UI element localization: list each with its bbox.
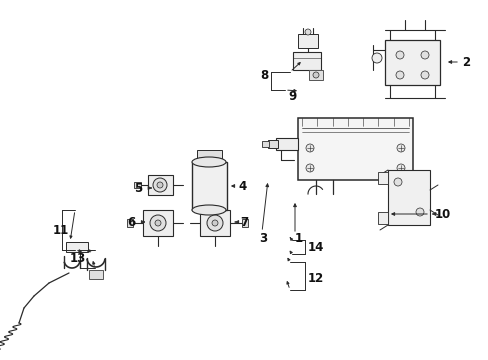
- Circle shape: [415, 208, 423, 216]
- Bar: [192, 162, 226, 210]
- Bar: [387, 170, 429, 225]
- Circle shape: [420, 51, 428, 59]
- Bar: [197, 150, 222, 162]
- Bar: [134, 182, 141, 188]
- Circle shape: [371, 53, 381, 63]
- Circle shape: [305, 164, 313, 172]
- Text: 1: 1: [294, 231, 303, 244]
- Text: 7: 7: [240, 216, 247, 229]
- Circle shape: [395, 71, 403, 79]
- Bar: [66, 242, 88, 252]
- Text: 14: 14: [307, 240, 324, 253]
- Circle shape: [312, 72, 318, 78]
- Text: 11: 11: [53, 224, 69, 237]
- Bar: [262, 141, 268, 147]
- Circle shape: [157, 182, 163, 188]
- Text: 8: 8: [260, 68, 268, 81]
- Bar: [89, 270, 103, 279]
- Circle shape: [155, 220, 161, 226]
- Bar: [275, 138, 297, 150]
- Text: 12: 12: [307, 271, 324, 284]
- Bar: [292, 52, 320, 70]
- Circle shape: [396, 144, 404, 152]
- Circle shape: [393, 178, 401, 186]
- Text: 2: 2: [461, 55, 469, 68]
- Circle shape: [153, 178, 167, 192]
- Ellipse shape: [192, 157, 225, 167]
- Bar: [127, 219, 133, 227]
- Circle shape: [420, 71, 428, 79]
- Circle shape: [206, 215, 223, 231]
- Bar: [200, 210, 229, 236]
- Circle shape: [305, 29, 310, 35]
- Text: 3: 3: [259, 231, 266, 244]
- Circle shape: [396, 164, 404, 172]
- Bar: [267, 140, 278, 148]
- Text: 13: 13: [70, 252, 86, 265]
- Ellipse shape: [192, 205, 225, 215]
- Bar: [142, 210, 173, 236]
- Bar: [377, 172, 387, 184]
- Bar: [297, 34, 317, 48]
- Bar: [384, 40, 439, 85]
- Text: 10: 10: [434, 207, 450, 220]
- Circle shape: [204, 152, 213, 160]
- Text: 9: 9: [287, 90, 296, 103]
- Circle shape: [305, 144, 313, 152]
- Bar: [297, 118, 412, 180]
- Circle shape: [150, 215, 165, 231]
- Bar: [377, 212, 387, 224]
- Text: 6: 6: [127, 216, 135, 229]
- Text: 4: 4: [238, 180, 246, 193]
- Circle shape: [395, 51, 403, 59]
- Bar: [242, 219, 247, 227]
- Bar: [308, 70, 323, 80]
- Bar: [148, 175, 173, 195]
- Text: 5: 5: [134, 181, 142, 194]
- Circle shape: [212, 220, 218, 226]
